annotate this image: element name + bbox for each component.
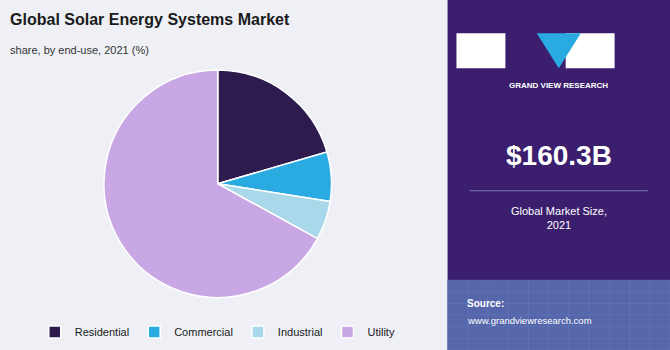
svg-text:Residential: Residential [75,326,129,338]
svg-text:Industrial: Industrial [278,326,323,338]
svg-text:www.grandviewresearch.com: www.grandviewresearch.com [467,315,592,326]
svg-text:Commercial: Commercial [174,326,233,338]
svg-text:Utility: Utility [368,326,395,338]
svg-text:Global Market Size,2021: Global Market Size,2021 [511,205,607,231]
svg-text:share, by end-use, 2021 (%): share, by end-use, 2021 (%) [10,44,149,56]
svg-text:Source:: Source: [467,298,504,309]
svg-text:Global Solar Energy Systems Ma: Global Solar Energy Systems Market [10,11,290,28]
svg-text:GRAND VIEW RESEARCH: GRAND VIEW RESEARCH [509,81,608,90]
svg-text:$160.3B: $160.3B [506,140,612,171]
